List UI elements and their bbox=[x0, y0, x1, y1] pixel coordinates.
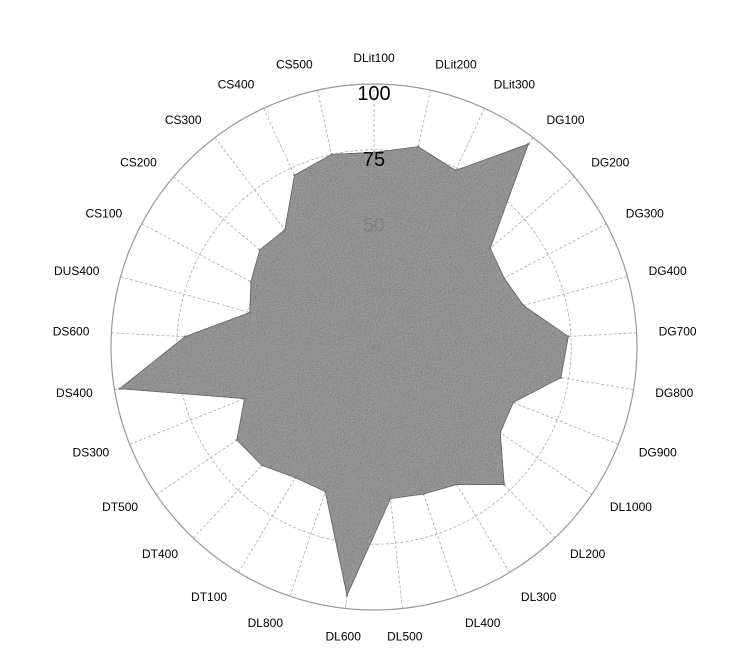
data-point bbox=[559, 376, 563, 379]
category-label: DS300 bbox=[73, 445, 110, 459]
category-label: DL1000 bbox=[610, 500, 652, 514]
radial-tick-label: 100 bbox=[357, 83, 390, 105]
data-point bbox=[499, 431, 502, 434]
data-point bbox=[372, 151, 376, 154]
category-label: DG800 bbox=[655, 386, 693, 400]
category-label: DS400 bbox=[56, 386, 93, 400]
category-label: DG900 bbox=[639, 445, 677, 459]
data-point bbox=[248, 311, 252, 314]
category-label: CS300 bbox=[165, 113, 202, 127]
category-label: DL200 bbox=[570, 547, 606, 561]
grid-ring bbox=[176, 149, 572, 545]
data-point bbox=[118, 387, 121, 390]
data-point bbox=[422, 492, 425, 496]
data-point bbox=[416, 145, 420, 148]
category-label: CS500 bbox=[276, 58, 313, 72]
category-label: DL600 bbox=[326, 629, 362, 643]
data-point bbox=[293, 173, 296, 177]
category-label: DLit200 bbox=[435, 58, 477, 72]
data-point bbox=[503, 483, 506, 486]
radial-tick-label: 50 bbox=[363, 216, 384, 237]
category-label: DT100 bbox=[191, 590, 227, 604]
data-point bbox=[260, 464, 264, 467]
category-label: DG300 bbox=[626, 207, 664, 221]
category-labels: DLit100 DLit200 DLit300 DG100 DG200 DG300 DG40… bbox=[53, 51, 697, 643]
radial-tick-label: 25 bbox=[363, 281, 384, 302]
radar-data bbox=[118, 142, 570, 597]
data-point bbox=[183, 335, 187, 338]
data-point bbox=[527, 142, 530, 146]
data-point bbox=[454, 169, 457, 172]
category-label: DUS400 bbox=[54, 264, 100, 278]
category-label: DS600 bbox=[53, 325, 90, 339]
category-label: DT500 bbox=[102, 500, 138, 514]
category-label: DG100 bbox=[546, 113, 584, 127]
category-label: DL500 bbox=[387, 629, 423, 643]
category-label: DL800 bbox=[248, 616, 284, 630]
series-area bbox=[118, 143, 569, 597]
data-point bbox=[522, 304, 525, 307]
category-label: DT400 bbox=[142, 547, 178, 561]
data-point bbox=[235, 438, 239, 442]
data-point bbox=[455, 483, 458, 486]
data-point bbox=[489, 247, 492, 250]
data-point bbox=[389, 497, 392, 500]
category-label: DG400 bbox=[649, 264, 687, 278]
data-point bbox=[502, 276, 506, 280]
data-point bbox=[294, 476, 297, 479]
radial-tick-labels: 25 50 75 100 bbox=[357, 83, 390, 302]
category-label: DLit100 bbox=[353, 51, 395, 65]
radial-tick-label: 75 bbox=[363, 149, 385, 171]
data-point bbox=[249, 280, 253, 283]
data-point bbox=[324, 490, 327, 493]
data-point bbox=[243, 397, 246, 400]
category-label: DG700 bbox=[659, 325, 697, 339]
data-point bbox=[283, 228, 287, 231]
category-label: DG200 bbox=[591, 155, 629, 169]
grid-spoke bbox=[120, 276, 375, 348]
data-point bbox=[258, 248, 261, 252]
category-label: CS100 bbox=[85, 207, 122, 221]
data-point bbox=[512, 401, 515, 404]
category-label: CS200 bbox=[120, 155, 157, 169]
category-label: DLit300 bbox=[494, 77, 536, 91]
category-label: DL400 bbox=[465, 616, 501, 630]
category-label: DL300 bbox=[521, 590, 557, 604]
data-point bbox=[567, 335, 570, 338]
data-point bbox=[330, 153, 333, 156]
category-label: CS400 bbox=[218, 77, 255, 91]
data-point bbox=[345, 594, 349, 597]
